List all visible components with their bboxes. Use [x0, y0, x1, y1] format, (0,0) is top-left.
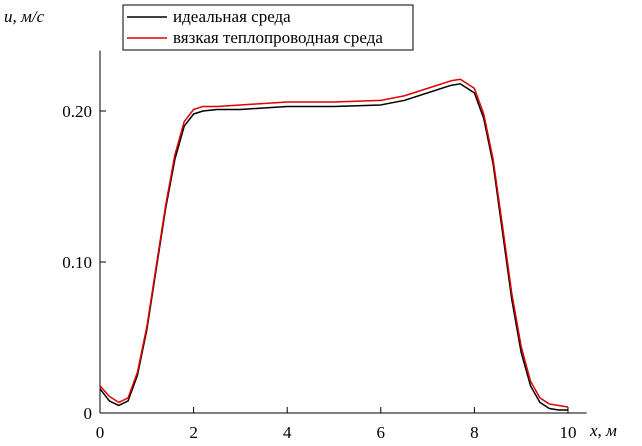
line-series	[99, 78, 569, 408]
x-tick-label: 6	[377, 423, 386, 442]
legend-label: вязкая теплопроводная среда	[173, 28, 383, 47]
x-tick-label: 0	[96, 423, 105, 442]
x-axis-label: x, м	[589, 421, 617, 440]
line-series	[99, 83, 568, 411]
y-axis-label: u, м/с	[4, 7, 45, 26]
y-tick-label: 0.20	[62, 102, 92, 121]
legend-label: идеальная среда	[173, 7, 291, 26]
x-tick-label: 4	[283, 423, 292, 442]
y-tick-label: 0	[84, 404, 93, 423]
x-tick-label: 2	[189, 423, 198, 442]
x-tick-label: 8	[470, 423, 479, 442]
y-tick-label: 0.10	[62, 253, 92, 272]
x-tick-label: 10	[559, 423, 576, 442]
legend-box	[122, 4, 414, 51]
